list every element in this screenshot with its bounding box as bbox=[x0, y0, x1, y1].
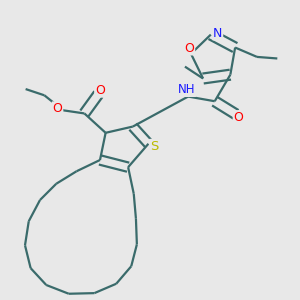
Text: O: O bbox=[95, 84, 105, 97]
Text: NH: NH bbox=[178, 83, 195, 96]
Text: O: O bbox=[52, 102, 62, 115]
Text: S: S bbox=[150, 140, 158, 153]
Text: N: N bbox=[213, 26, 222, 40]
Text: O: O bbox=[184, 42, 194, 55]
Text: O: O bbox=[233, 111, 243, 124]
